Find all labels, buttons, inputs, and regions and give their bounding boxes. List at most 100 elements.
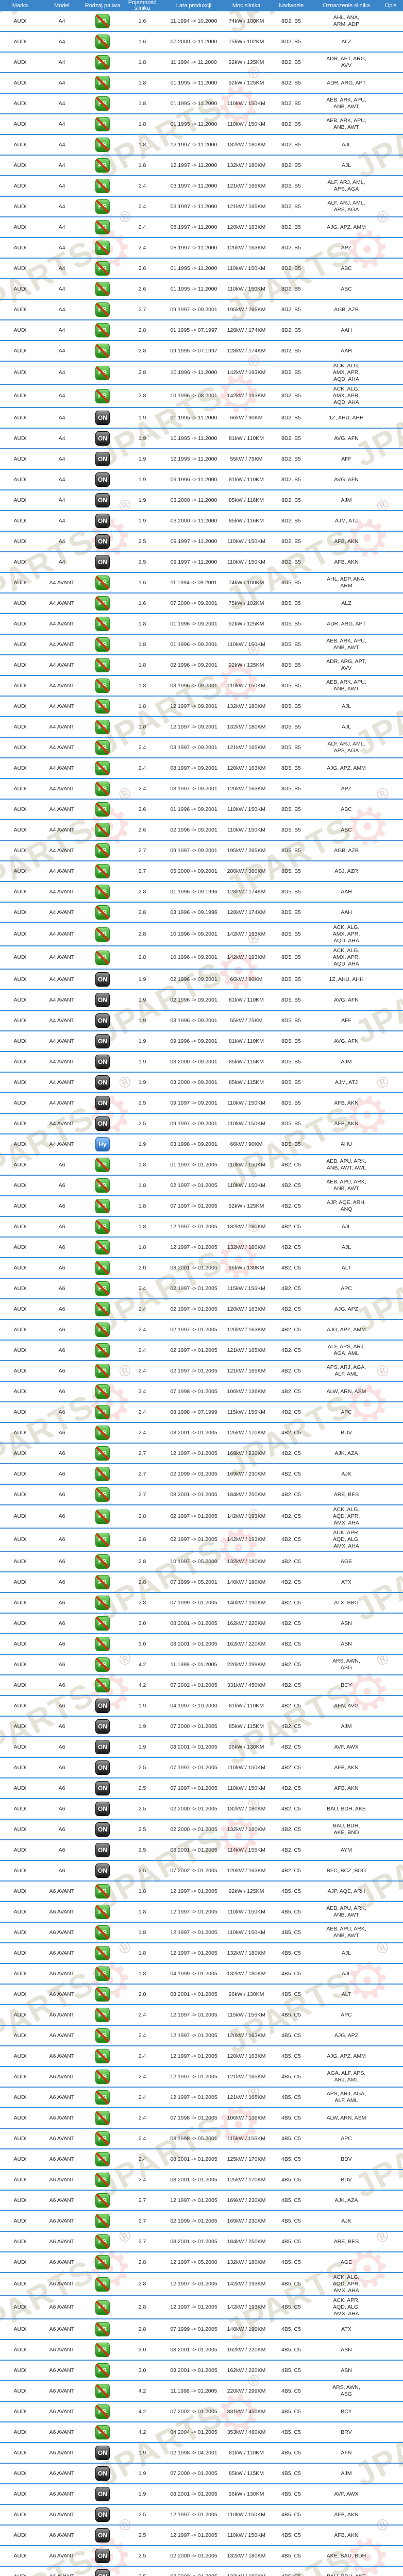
- cell-rodzaj-paliwa: PB: [83, 1657, 122, 1672]
- fuel-icon-label: ON: [98, 1120, 107, 1127]
- cell-moc-silnika: 195kW / 265KM: [227, 306, 266, 313]
- cell-marka: AUDI: [13, 476, 27, 483]
- cell-rodzaj-paliwa: PB: [83, 1446, 122, 1461]
- cell-pojemnosc-silnika: 2.8: [138, 2259, 146, 2265]
- cell-pojemnosc-silnika: 2.8: [138, 931, 146, 937]
- cell-rodzaj-paliwa: PB: [83, 679, 122, 693]
- cell-nadwozie: 4B2, C5: [281, 1223, 301, 1230]
- fuel-on-icon: ON: [95, 493, 110, 507]
- cell-moc-silnika: 110kW / 150KM: [227, 285, 265, 292]
- table-row: AUDI A4 AVANT PB 1.8 12.1997 -> 09.2001 …: [0, 717, 403, 738]
- cell-model: A4 AVANT: [49, 976, 75, 982]
- cell-oznaczenie-silnika: AFB, AKN: [334, 1764, 359, 1771]
- fuel-pb-icon: PB: [95, 2363, 110, 2378]
- fuel-on-icon: ON: [95, 1863, 110, 1878]
- cell-moc-silnika: 120kW / 163KM: [227, 2032, 266, 2039]
- cell-oznaczenie-silnika: ACK, ALG, AQD, APR, AMX, AHA: [332, 2274, 360, 2294]
- table-row: AUDI A6 AVANT PB 2.8 12.1997 -> 01.2005 …: [0, 2273, 403, 2296]
- cell-oznaczenie-silnika: BRV: [341, 2429, 352, 2435]
- cell-marka: AUDI: [13, 2176, 27, 2183]
- cell-rodzaj-paliwa: PB: [83, 1281, 122, 1296]
- cell-lata-produkcji: 01.1995 -> 11.2000: [170, 121, 217, 127]
- cell-rodzaj-paliwa: ON: [83, 1802, 122, 1816]
- column-header-oznaczenie-silnika: Oznaczenie silnika: [323, 2, 370, 9]
- cell-nadwozie: 4B2, C5: [281, 1640, 301, 1647]
- cell-marka: AUDI: [13, 1264, 27, 1271]
- cell-pojemnosc-silnika: 1.8: [138, 121, 146, 127]
- cell-moc-silnika: 121kW / 165KM: [227, 2094, 266, 2100]
- cell-moc-silnika: 120kW / 163KM: [227, 224, 266, 230]
- column-header-moc-silnika: Moc silnika: [232, 2, 261, 9]
- cell-rodzaj-paliwa: PB: [83, 55, 122, 70]
- cell-moc-silnika: 120kW / 163KM: [227, 765, 266, 771]
- cell-moc-silnika: 92kW / 125KM: [228, 1202, 264, 1209]
- cell-rodzaj-paliwa: PB: [83, 96, 122, 111]
- cell-marka: AUDI: [13, 1429, 27, 1436]
- table-row: AUDI A6 AVANT PB 3.0 08.2001 -> 01.2005 …: [0, 2361, 403, 2381]
- cell-nadwozie: 4B5, C5: [281, 2326, 301, 2332]
- fuel-on-icon: ON: [95, 555, 110, 569]
- table-row: AUDI A4 PB 1.6 07.2000 -> 11.2000 75kW /…: [0, 32, 403, 53]
- fuel-on-icon: ON: [95, 1096, 110, 1110]
- cell-pojemnosc-silnika: 2.5: [138, 2511, 146, 2518]
- fuel-pb-icon: PB: [95, 1637, 110, 1651]
- cell-moc-silnika: 132kW / 180KM: [227, 162, 266, 168]
- table-row: AUDI A6 AVANT PB 2.4 08.1998 -> 05.2001 …: [0, 2129, 403, 2149]
- cell-pojemnosc-silnika: 1.9: [138, 476, 146, 483]
- cell-moc-silnika: 110kW / 150KM: [227, 558, 265, 565]
- table-row: AUDI A6 AVANT PB 2.4 12.1997 -> 01.2005 …: [0, 2046, 403, 2067]
- cell-model: A4 AVANT: [49, 1017, 75, 1024]
- cell-pojemnosc-silnika: 1.8: [138, 1223, 146, 1230]
- cell-lata-produkcji: 08.2001 -> 01.2005: [170, 2176, 217, 2183]
- fuel-pb-icon: PB: [95, 282, 110, 296]
- cell-nadwozie: 4B2, C5: [281, 1702, 301, 1709]
- cell-nadwozie: 4B5, C5: [281, 2217, 301, 2224]
- cell-moc-silnika: 110kW / 150KM: [227, 1120, 265, 1127]
- cell-oznaczenie-silnika: APC: [341, 1285, 352, 1292]
- table-row: AUDI A6 AVANT PB 2.7 12.1997 -> 01.2005 …: [0, 2191, 403, 2211]
- cell-nadwozie: 4B2, C5: [281, 1285, 301, 1292]
- table-row: AUDI A6 AVANT PB 1.8 12.1997 -> 01.2005 …: [0, 1923, 403, 1943]
- cell-lata-produkcji: 07.2000 -> 11.2000: [170, 38, 217, 45]
- cell-marka: AUDI: [13, 1702, 27, 1709]
- cell-rodzaj-paliwa: PB: [83, 802, 122, 817]
- cell-moc-silnika: 110kW / 150KM: [227, 265, 265, 272]
- cell-model: A6 AVANT: [49, 1888, 75, 1894]
- cell-pojemnosc-silnika: 1.9: [138, 455, 146, 462]
- cell-pojemnosc-silnika: 1.9: [138, 1017, 146, 1024]
- cell-lata-produkcji: 02.1997 -> 01.2005: [170, 1513, 217, 1519]
- cell-nadwozie: 8D5, B5: [281, 868, 301, 874]
- cell-lata-produkcji: 12.1997 -> 01.2005: [170, 1450, 217, 1456]
- fuel-icon-label: ON: [98, 1702, 107, 1709]
- cell-nadwozie: 4B5, C5: [281, 2238, 301, 2245]
- fuel-pb-icon: PB: [95, 617, 110, 631]
- cell-pojemnosc-silnika: 2.5: [138, 538, 146, 545]
- cell-rodzaj-paliwa: PB: [83, 1925, 122, 1940]
- cell-rodzaj-paliwa: ON: [83, 2569, 122, 2576]
- cell-rodzaj-paliwa: PB: [83, 35, 122, 49]
- cell-marka: AUDI: [13, 847, 27, 854]
- cell-model: A6 AVANT: [49, 2053, 75, 2059]
- table-row: AUDI A4 AVANT PB 1.8 01.1996 -> 09.2001 …: [0, 614, 403, 635]
- cell-rodzaj-paliwa: ON: [83, 555, 122, 569]
- cell-nadwozie: 4B2, C5: [281, 1620, 301, 1626]
- table-row: AUDI A4 PB 2.6 01.1995 -> 11.2000 110kW …: [0, 279, 403, 300]
- cell-oznaczenie-silnika: ACK, APR, AQD, ALG, AMX, AHA: [333, 2297, 360, 2317]
- fuel-icon-label: ON: [98, 996, 107, 1004]
- fuel-pb-icon: PB: [95, 1323, 110, 1337]
- fuel-pb-icon: PB: [95, 575, 110, 590]
- cell-nadwozie: 4B5, C5: [281, 1908, 301, 1915]
- table-row: AUDI A4 AVANT Hy 1.9 03.1998 -> 09.2001 …: [0, 1134, 403, 1155]
- cell-moc-silnika: 121kW / 165KM: [227, 1347, 266, 1353]
- cell-lata-produkcji: 03.2000 -> 11.2000: [170, 497, 217, 503]
- cell-moc-silnika: 184kW / 250KM: [227, 2238, 266, 2245]
- cell-moc-silnika: 120kW / 163KM: [227, 1326, 266, 1333]
- fuel-pb-icon: PB: [95, 158, 110, 173]
- cell-nadwozie: 4B2, C5: [281, 1429, 301, 1436]
- cell-model: A4: [58, 455, 65, 462]
- table-row: AUDI A4 AVANT ON 1.9 03.1996 -> 09.2001 …: [0, 1011, 403, 1031]
- cell-pojemnosc-silnika: 1.6: [138, 38, 146, 45]
- cell-model: A4 AVANT: [49, 909, 75, 916]
- cell-rodzaj-paliwa: PB: [83, 1884, 122, 1899]
- fuel-icon-label: ON: [98, 1743, 107, 1751]
